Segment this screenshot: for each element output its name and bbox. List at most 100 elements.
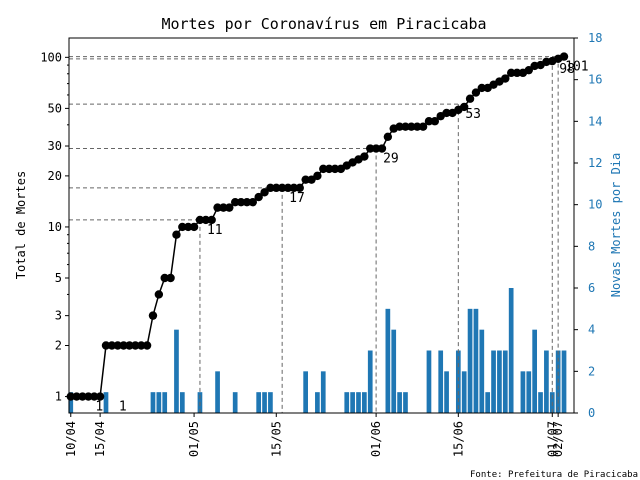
total-deaths-point: [172, 230, 181, 239]
daily-deaths-bar: [397, 392, 402, 413]
total-deaths-point: [512, 68, 522, 78]
total-deaths-point: [242, 197, 252, 207]
daily-deaths-bar: [315, 392, 320, 413]
total-deaths-point: [189, 222, 199, 232]
total-deaths-point: [289, 183, 299, 193]
total-deaths-point: [501, 74, 510, 83]
total-deaths-point: [254, 192, 263, 202]
daily-deaths-bar: [455, 350, 461, 413]
daily-deaths-bar: [467, 308, 473, 413]
total-deaths-point: [213, 203, 222, 212]
daily-deaths-bar: [391, 329, 397, 413]
daily-deaths-bar: [385, 308, 391, 413]
total-deaths-point: [154, 290, 164, 299]
left-axis-tick-label: 3: [55, 309, 62, 323]
daily-deaths-bar: [438, 350, 444, 413]
total-deaths-point: [471, 88, 481, 97]
annotation-label: 11: [207, 223, 223, 238]
daily-deaths-bar: [268, 392, 273, 413]
daily-deaths-bar: [344, 392, 350, 413]
annotation-label: 1: [119, 400, 127, 415]
x-axis-tick-label: 01/06: [369, 421, 383, 457]
daily-deaths-bar: [473, 308, 479, 413]
total-deaths-point: [219, 203, 228, 212]
total-deaths-point: [418, 122, 428, 131]
daily-deaths-bar: [256, 392, 262, 413]
right-axis-tick-label: 10: [588, 198, 602, 212]
total-deaths-point: [407, 122, 416, 131]
total-deaths-point: [225, 203, 234, 212]
annotation-label: 17: [289, 191, 305, 206]
annotation-label: 101: [565, 60, 588, 75]
left-axis-label: Total de Mortes: [14, 171, 28, 279]
daily-deaths-bar: [526, 371, 532, 413]
total-deaths-point: [371, 144, 381, 153]
daily-deaths-bar: [426, 350, 432, 413]
total-deaths-point: [260, 188, 269, 197]
daily-deaths-bar: [544, 350, 549, 413]
right-axis-tick-label: 14: [588, 114, 602, 128]
total-deaths-series: [66, 52, 569, 401]
right-axis-tick-label: 18: [588, 31, 602, 45]
total-deaths-point: [395, 122, 404, 131]
total-deaths-point: [277, 183, 287, 193]
total-deaths-point: [166, 273, 175, 283]
total-deaths-point: [207, 215, 216, 225]
total-deaths-point: [148, 311, 158, 320]
x-axis-tick-label: 15/05: [269, 421, 283, 457]
left-axis-tick-label: 10: [48, 220, 62, 234]
daily-deaths-bar: [561, 350, 567, 413]
total-deaths-point: [137, 341, 146, 350]
daily-deaths-bar: [68, 392, 74, 413]
annotation-label: 98: [559, 62, 575, 77]
total-deaths-point: [248, 197, 257, 207]
daily-deaths-bar: [538, 392, 543, 413]
left-axis-tick-label: 2: [55, 339, 62, 353]
total-deaths-point: [101, 341, 111, 350]
bar-series: [68, 288, 567, 413]
total-deaths-point: [424, 117, 434, 126]
x-axis-tick-label: 02/07: [551, 421, 565, 457]
total-deaths-point: [524, 65, 533, 75]
x-axis-tick-label: 15/04: [93, 421, 107, 457]
total-deaths-point: [383, 132, 393, 141]
total-deaths-point: [301, 175, 310, 184]
total-deaths-point: [113, 341, 122, 350]
total-deaths-point: [295, 183, 304, 193]
total-deaths-point: [559, 52, 569, 61]
total-deaths-point: [283, 183, 293, 193]
guide-lines: [69, 56, 559, 413]
right-axis-tick-label: 4: [588, 323, 595, 337]
daily-deaths-bar: [162, 392, 168, 413]
daily-deaths-bar: [520, 371, 526, 413]
total-deaths-point: [506, 68, 516, 78]
daily-deaths-bar: [502, 350, 508, 413]
total-deaths-point: [184, 222, 193, 232]
left-axis-tick-label: 5: [55, 271, 62, 285]
right-axis-tick-label: 6: [588, 281, 595, 295]
annotation-label: 53: [465, 107, 481, 122]
total-deaths-point: [107, 341, 117, 350]
daily-deaths-bar: [174, 329, 179, 413]
daily-deaths-bar: [367, 350, 373, 413]
left-axis-tick-label: 20: [48, 169, 62, 183]
daily-deaths-bar: [403, 392, 408, 413]
daily-deaths-bar: [497, 350, 502, 413]
source-note: Fonte: Prefeitura de Piracicaba: [470, 470, 638, 480]
left-axis-tick-label: 30: [48, 139, 62, 153]
daily-deaths-bar: [320, 371, 326, 413]
total-deaths-point: [319, 164, 328, 174]
total-deaths-point: [401, 122, 410, 131]
total-deaths-point: [230, 197, 240, 207]
right-axis-tick-label: 2: [588, 364, 595, 378]
right-axis-tick-label: 8: [588, 239, 595, 253]
daily-deaths-bar: [485, 392, 491, 413]
daily-deaths-bar: [262, 392, 267, 413]
daily-deaths-bar: [479, 329, 485, 413]
daily-deaths-bar: [532, 329, 538, 413]
total-deaths-point: [459, 102, 469, 112]
daily-deaths-bar: [350, 392, 355, 413]
daily-deaths-bar: [356, 392, 361, 413]
